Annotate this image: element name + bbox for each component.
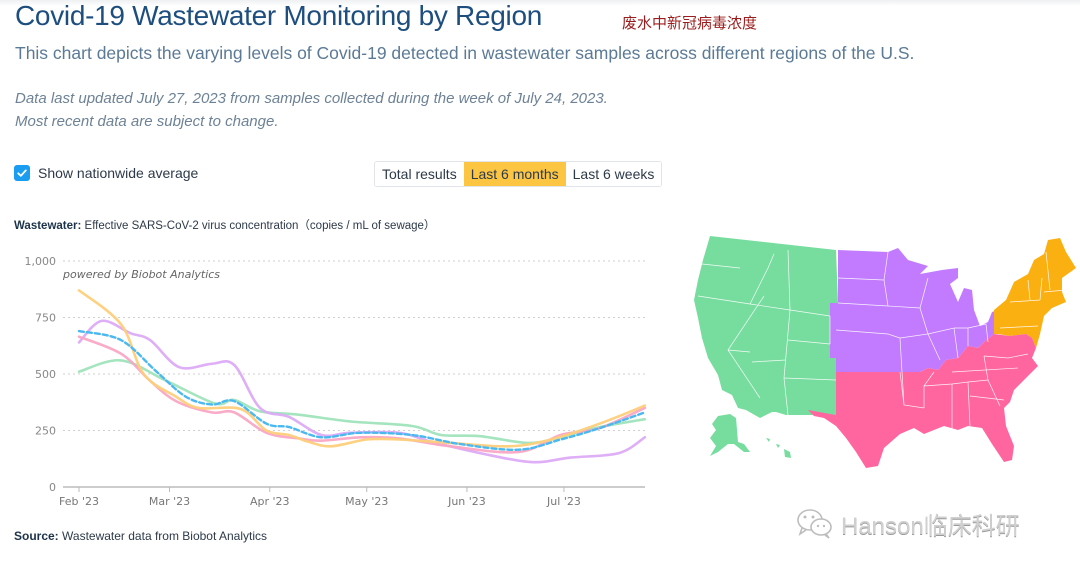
map-region-northeast[interactable] bbox=[994, 238, 1076, 348]
source-text: Wastewater data from Biobot Analytics bbox=[58, 529, 267, 543]
x-tick-label: Apr '23 bbox=[250, 495, 290, 508]
toggle-last-6-months[interactable]: Last 6 months bbox=[463, 162, 566, 186]
chinese-annotation: 废水中新冠病毒浓度 bbox=[622, 14, 758, 32]
checkbox-label: Show nationwide average bbox=[38, 165, 199, 181]
us-region-map bbox=[694, 236, 1076, 468]
chart-series bbox=[77, 289, 647, 464]
update-note: Data last updated July 27, 2023 from sam… bbox=[15, 87, 608, 133]
y-tick-label: 750 bbox=[35, 312, 56, 325]
y-tick-label: 1,000 bbox=[25, 255, 57, 268]
chart-label-text: Effective SARS-CoV-2 virus concentration… bbox=[81, 220, 436, 232]
chart-label: Wastewater: Effective SARS-CoV-2 virus c… bbox=[14, 217, 435, 233]
chart-grid bbox=[63, 260, 645, 431]
y-tick-label: 500 bbox=[35, 368, 56, 381]
toggle-total-results[interactable]: Total results bbox=[375, 162, 464, 186]
map-region-south[interactable] bbox=[808, 334, 1038, 468]
wechat-icon bbox=[797, 508, 832, 539]
y-tick-label: 250 bbox=[35, 425, 56, 438]
update-note-line1: Data last updated July 27, 2023 from sam… bbox=[15, 90, 608, 107]
y-axis-ticks: 0 250 500 750 1,000 bbox=[25, 255, 57, 494]
series-line-northeast[interactable] bbox=[77, 289, 647, 448]
top-shadow-bar bbox=[0, 0, 1080, 6]
nationwide-average-checkbox[interactable]: Show nationwide average bbox=[14, 165, 198, 181]
x-axis: Feb '23 Mar '23 Apr '23 May '23 Jun '23 Jul '… bbox=[59, 486, 645, 508]
map-region-alaska[interactable] bbox=[710, 414, 750, 456]
x-tick-label: Jun '23 bbox=[447, 495, 486, 508]
checkbox-checked-icon[interactable] bbox=[14, 165, 30, 181]
toggle-last-6-weeks[interactable]: Last 6 weeks bbox=[565, 162, 662, 186]
source-note: Source: Wastewater data from Biobot Anal… bbox=[14, 529, 267, 543]
source-bold: Source: bbox=[14, 529, 59, 543]
map-region-west[interactable] bbox=[694, 236, 838, 418]
line-chart: 0 250 500 750 1,000 Feb '23 Mar '23 Apr '23 May… bbox=[25, 255, 647, 508]
update-note-line2: Most recent data are subject to change. bbox=[15, 113, 279, 130]
series-line-nationwide-average[interactable] bbox=[77, 329, 646, 451]
series-line-midwest[interactable] bbox=[77, 319, 647, 464]
chart-label-bold: Wastewater: bbox=[14, 220, 82, 232]
page-title: Covid-19 Wastewater Monitoring by Region bbox=[15, 0, 542, 31]
x-tick-label: Feb '23 bbox=[59, 495, 99, 508]
watermark-text: Hanson临床科研 bbox=[841, 513, 1020, 540]
chart-credit: powered by Biobot Analytics bbox=[62, 268, 220, 281]
page-subtitle: This chart depicts the varying levels of… bbox=[15, 43, 915, 63]
watermark: Hanson临床科研 bbox=[795, 506, 1020, 541]
map-region-hawaii[interactable] bbox=[766, 438, 791, 458]
y-tick-label: 0 bbox=[49, 481, 56, 494]
time-range-toggle: Total results Last 6 months Last 6 weeks bbox=[374, 161, 663, 187]
x-tick-label: Mar '23 bbox=[149, 495, 190, 508]
x-tick-label: Jul '23 bbox=[546, 495, 581, 508]
x-tick-label: May '23 bbox=[345, 495, 388, 508]
